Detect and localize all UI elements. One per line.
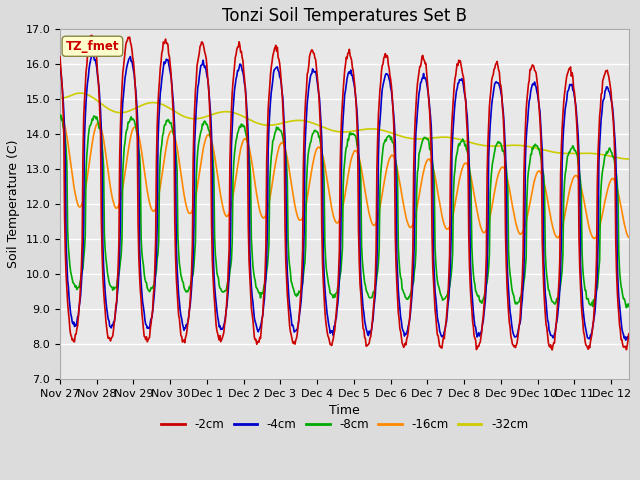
Legend: -2cm, -4cm, -8cm, -16cm, -32cm: -2cm, -4cm, -8cm, -16cm, -32cm [157,413,532,436]
X-axis label: Time: Time [330,404,360,417]
Title: Tonzi Soil Temperatures Set B: Tonzi Soil Temperatures Set B [222,7,467,25]
Y-axis label: Soil Temperature (C): Soil Temperature (C) [7,140,20,268]
Text: TZ_fmet: TZ_fmet [66,40,119,53]
